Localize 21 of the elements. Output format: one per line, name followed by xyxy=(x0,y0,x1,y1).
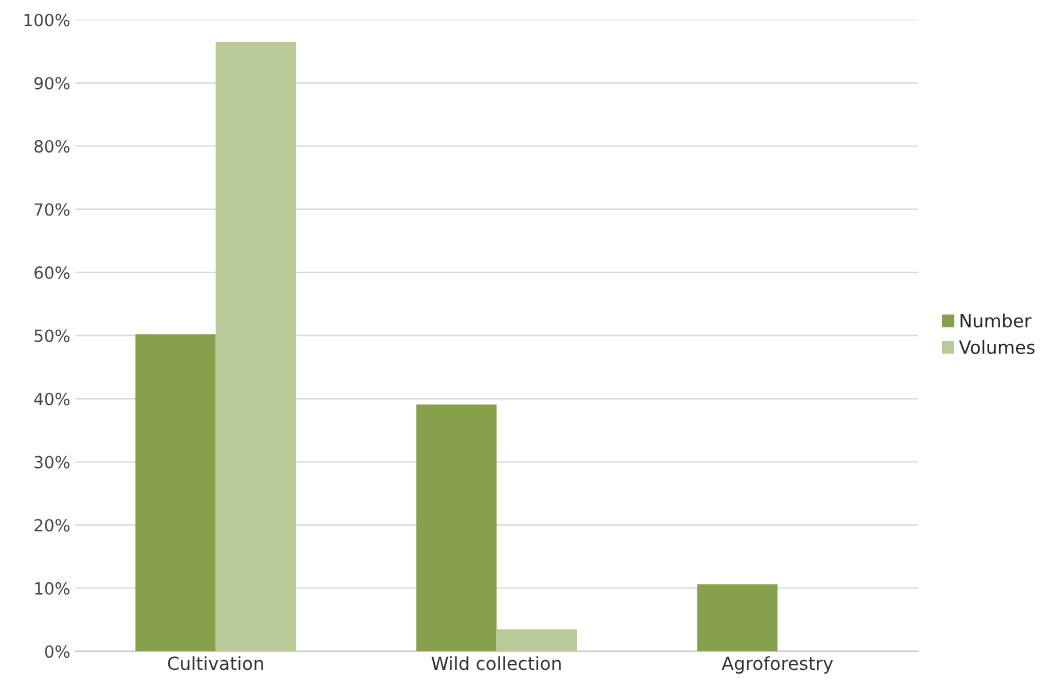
bar xyxy=(416,404,497,652)
y-tick-label: 30% xyxy=(34,455,70,469)
x-tick-label: Agroforestry xyxy=(721,656,833,674)
x-tick-label: Wild collection xyxy=(431,656,561,671)
y-tick-label: 40% xyxy=(34,392,70,406)
bar xyxy=(135,334,216,652)
legend-label: Volumes xyxy=(959,340,1035,355)
y-tick-label: 10% xyxy=(35,582,70,595)
bar xyxy=(215,41,297,652)
y-tick-label: 50% xyxy=(34,329,70,343)
legend-label: Number xyxy=(960,313,1032,328)
y-tick-label: 80% xyxy=(34,140,70,153)
y-tick-label: 70% xyxy=(34,203,70,216)
y-tick-label: 60% xyxy=(34,266,70,279)
bar xyxy=(697,584,778,652)
bar xyxy=(496,629,577,652)
x-tick-label: Cultivation xyxy=(167,656,263,671)
y-tick-label: 100% xyxy=(24,13,70,27)
y-tick-label: 20% xyxy=(34,518,70,532)
y-tick-label: 90% xyxy=(34,76,70,90)
y-tick-label: 0% xyxy=(45,645,70,658)
